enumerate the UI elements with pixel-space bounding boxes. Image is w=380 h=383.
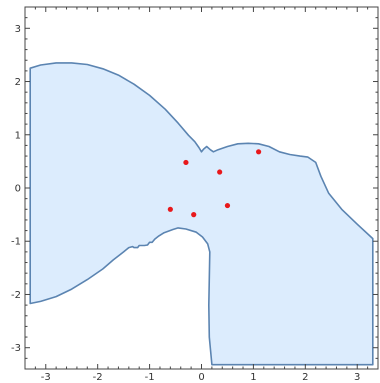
data-point xyxy=(183,159,189,166)
region-area xyxy=(29,62,374,366)
y-axis-tick-labels: -3 -2 -1 0 1 2 3 xyxy=(11,24,21,354)
region-layer xyxy=(29,62,374,366)
data-point xyxy=(167,206,173,212)
points-layer xyxy=(167,149,262,218)
x-tick-label: -3 xyxy=(41,372,51,383)
data-point xyxy=(224,202,231,209)
y-tick-label: -1 xyxy=(11,237,21,248)
y-tick-label: 1 xyxy=(15,130,21,141)
y-tick-label: 2 xyxy=(15,77,21,88)
axis-ticks xyxy=(24,6,379,370)
y-tick-label: -3 xyxy=(11,343,21,354)
y-tick-label: -2 xyxy=(11,290,21,301)
data-point xyxy=(217,169,223,175)
x-tick-label: 2 xyxy=(302,372,308,383)
x-tick-label: 3 xyxy=(354,372,360,383)
y-tick-label: 3 xyxy=(15,24,21,35)
x-tick-label: -2 xyxy=(93,372,103,383)
data-point xyxy=(256,149,262,155)
x-tick-label: 0 xyxy=(198,372,204,383)
x-tick-label: -1 xyxy=(145,372,155,383)
x-axis-tick-labels: -3 -2 -1 0 1 2 3 xyxy=(41,372,361,383)
x-tick-label: 1 xyxy=(250,372,256,383)
y-tick-label: 0 xyxy=(15,184,21,195)
data-point xyxy=(191,212,197,218)
